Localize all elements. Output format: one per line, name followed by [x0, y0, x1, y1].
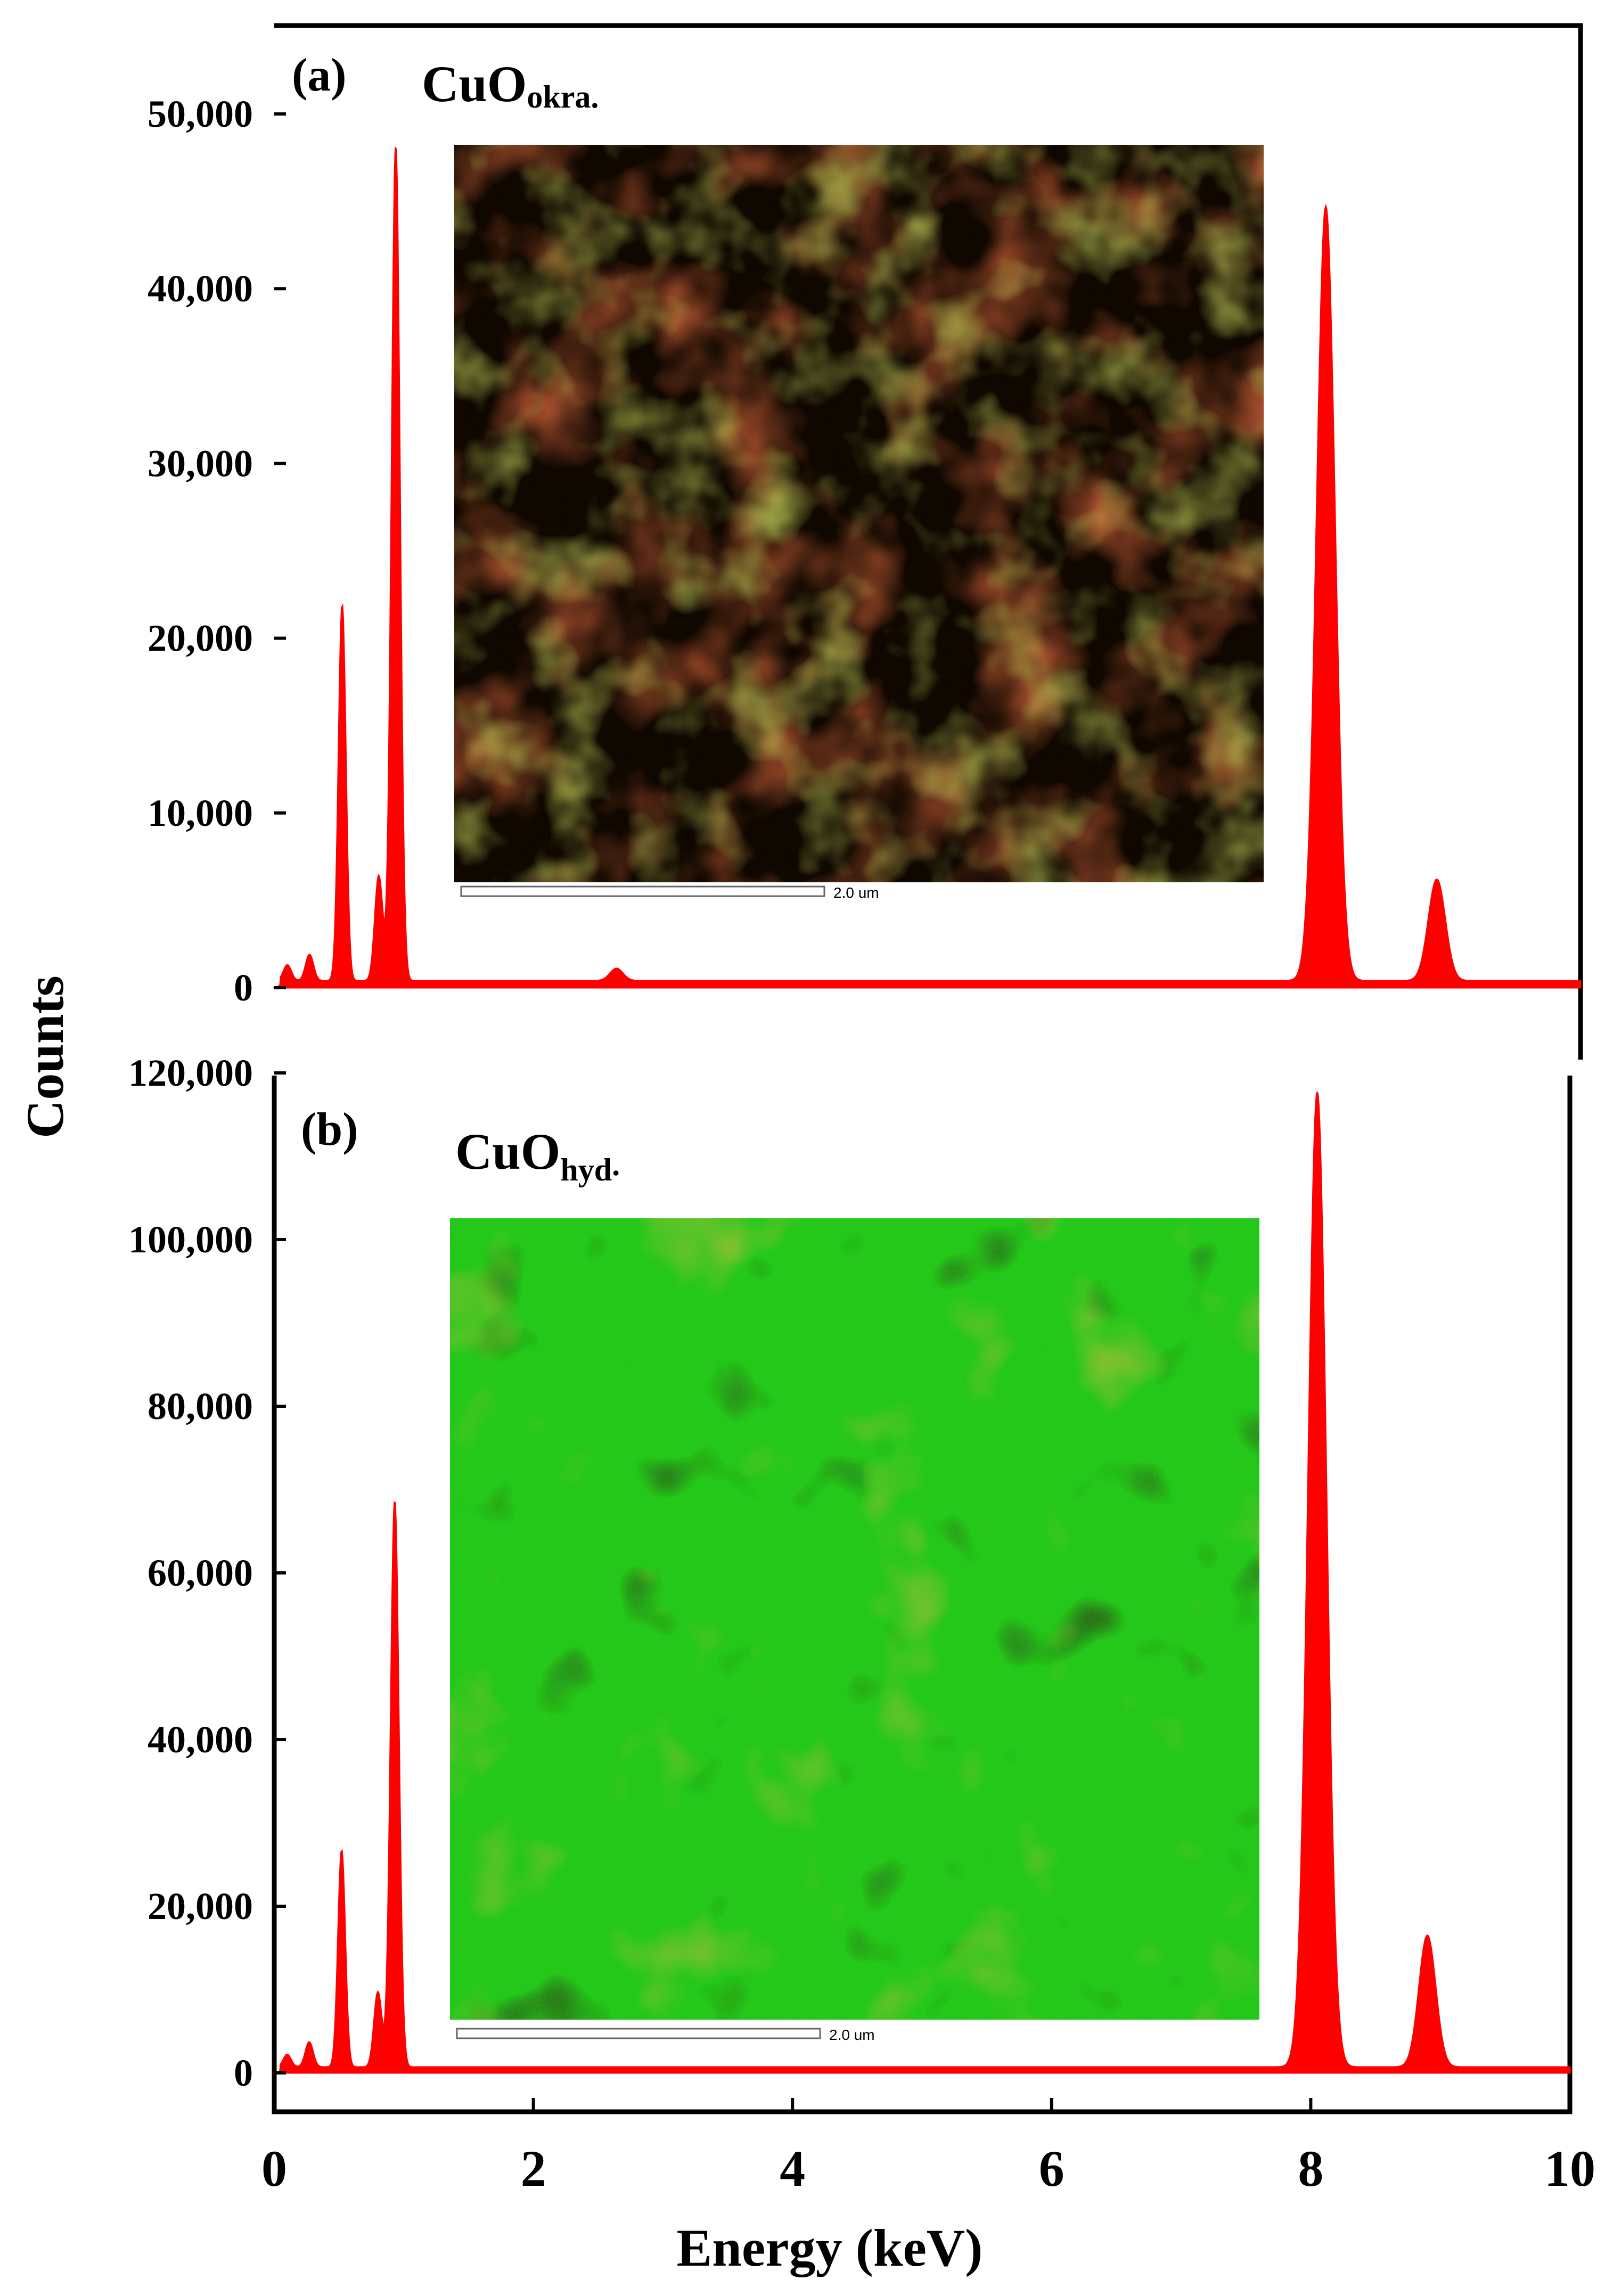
panel-a-peak-5	[615, 974, 618, 977]
panel-a-peak-7	[1436, 885, 1438, 888]
panel-b-xtick-label: 8	[1298, 2140, 1323, 2197]
panel-b-peak-3	[376, 1997, 379, 1999]
panel-b-sample-main: CuO	[455, 1123, 560, 1180]
panel-a-label: (a)	[292, 50, 347, 101]
panel-b-y-axis: 0 20,000 40,000 60,000 80,000 100,000 120,000	[128, 1052, 286, 2094]
panel-b-sample-label: CuOhyd.	[455, 1123, 620, 1187]
panel-b-x-axis: 0 2 4 6 8 10	[261, 2098, 1595, 2197]
panel-a-peak-6	[1324, 212, 1327, 215]
panel-a-spectrum	[273, 147, 1582, 989]
panel-b-elemental-map-texture	[450, 1218, 1259, 2020]
panel-a-spectrum-area	[273, 147, 1582, 989]
panel-a-peak-1	[308, 960, 311, 963]
panel-a-peak-0	[286, 971, 289, 973]
panel-a-sample-main: CuO	[422, 55, 527, 112]
panel-b-xtick-label: 4	[780, 2140, 805, 2197]
panel-a: 2.0 um (a) CuOokra. 0 10,000 20,000 30,000 4…	[148, 23, 1583, 1060]
panel-b-xtick-label: 6	[1039, 2140, 1065, 2197]
panel-a-ytick-label: 40,000	[148, 267, 253, 310]
panel-b-peak-4	[394, 1505, 396, 1507]
panel-b-spectrum-area	[273, 1092, 1571, 2074]
x-axis-title: Energy (keV)	[677, 2218, 983, 2277]
panel-b-ytick-label: 60,000	[148, 1552, 253, 1594]
panel-b-ytick-label: 40,000	[148, 1718, 253, 1761]
panel-b-xtick-label: 0	[261, 2140, 287, 2197]
panel-a-elemental-map-texture	[454, 145, 1264, 882]
panel-b-sample-suffix: .	[612, 1147, 620, 1182]
panel-b-frame	[272, 1076, 1573, 2114]
panel-b-label: (b)	[301, 1104, 358, 1155]
panel-b-peak-5	[1316, 1096, 1319, 1099]
panel-a-peak-3	[378, 882, 380, 884]
panel-b-ytick-label: 20,000	[148, 1885, 253, 1928]
panel-a-peak-4	[395, 151, 397, 154]
panel-a-ytick-label: 10,000	[148, 792, 253, 834]
panel-b-spectrum	[273, 1092, 1571, 2074]
panel-a-ytick-label: 20,000	[148, 617, 253, 660]
panel-b-peak-1	[308, 2047, 310, 2049]
y-axis-title: Counts	[15, 975, 75, 1138]
panel-a-scale-bar	[460, 885, 825, 897]
panel-b-scale-bar-label: 2.0 um	[829, 2027, 875, 2043]
panel-b-xtick-label: 2	[521, 2140, 546, 2197]
panel-a-ytick-label: 30,000	[148, 442, 253, 485]
panel-b-ytick-label: 80,000	[148, 1385, 253, 1428]
panel-b-ytick-label: 0	[234, 2052, 253, 2094]
panel-a-frame	[274, 23, 1583, 1060]
panel-b-ytick-label: 100,000	[128, 1218, 253, 1261]
panel-a-ytick-label: 0	[234, 966, 253, 1009]
panel-b-peak-2	[340, 1855, 343, 1858]
panel-b-ytick-label: 120,000	[128, 1052, 253, 1094]
panel-a-scale-bar-label: 2.0 um	[833, 884, 879, 901]
panel-a-y-axis: 0 10,000 20,000 30,000 40,000 50,000	[148, 93, 286, 1009]
panel-b-scale-bar	[456, 2028, 821, 2039]
panel-b-peak-6	[1426, 1940, 1429, 1942]
panel-a-ytick-label: 50,000	[148, 93, 253, 135]
panel-b-sample-sub: hyd	[560, 1152, 612, 1187]
panel-a-sample-sub: okra.	[527, 79, 599, 114]
panel-b-peak-0	[286, 2059, 289, 2062]
panel-a-sample-label: CuOokra.	[422, 55, 599, 114]
panel-b: 2.0 um (b) CuOhyd. 020,00040,00060,00080…	[128, 1052, 1595, 2197]
panel-a-peak-2	[341, 611, 343, 613]
panel-b-xtick-label: 10	[1544, 2140, 1595, 2197]
